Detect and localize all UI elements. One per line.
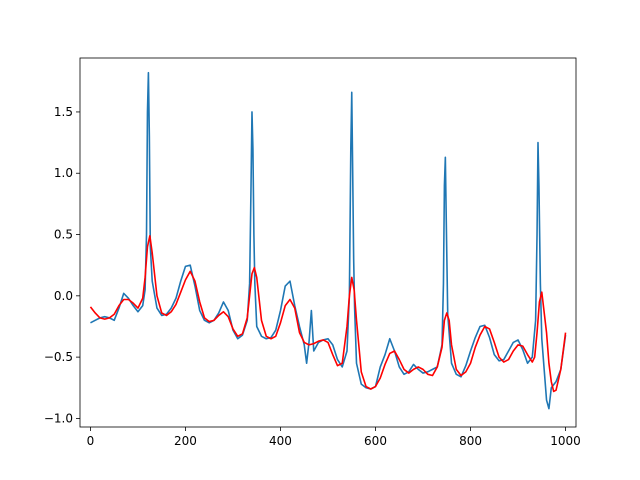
x-tick-label: 0 [87,434,95,448]
plot-frame [79,57,577,428]
y-tick-label: 0.5 [54,228,73,242]
y-tick-label: −1.0 [44,411,73,425]
y-tick-label: 0.0 [54,289,73,303]
x-tick-label: 800 [459,434,482,448]
y-tick-label: −0.5 [44,350,73,364]
series-line-1 [89,234,567,393]
x-axis: 0 200 400 600 800 1000 [87,427,581,448]
x-tick-label: 200 [174,434,197,448]
y-tick-label: 1.0 [54,166,73,180]
x-tick-label: 400 [269,434,292,448]
x-tick-label: 1000 [550,434,581,448]
series-layer [89,71,567,410]
series-line-0 [90,71,567,410]
y-tick-label: 1.5 [54,105,73,119]
y-axis: −1.0 −0.5 0.0 0.5 1.0 1.5 [44,105,80,425]
x-tick-label: 600 [364,434,387,448]
